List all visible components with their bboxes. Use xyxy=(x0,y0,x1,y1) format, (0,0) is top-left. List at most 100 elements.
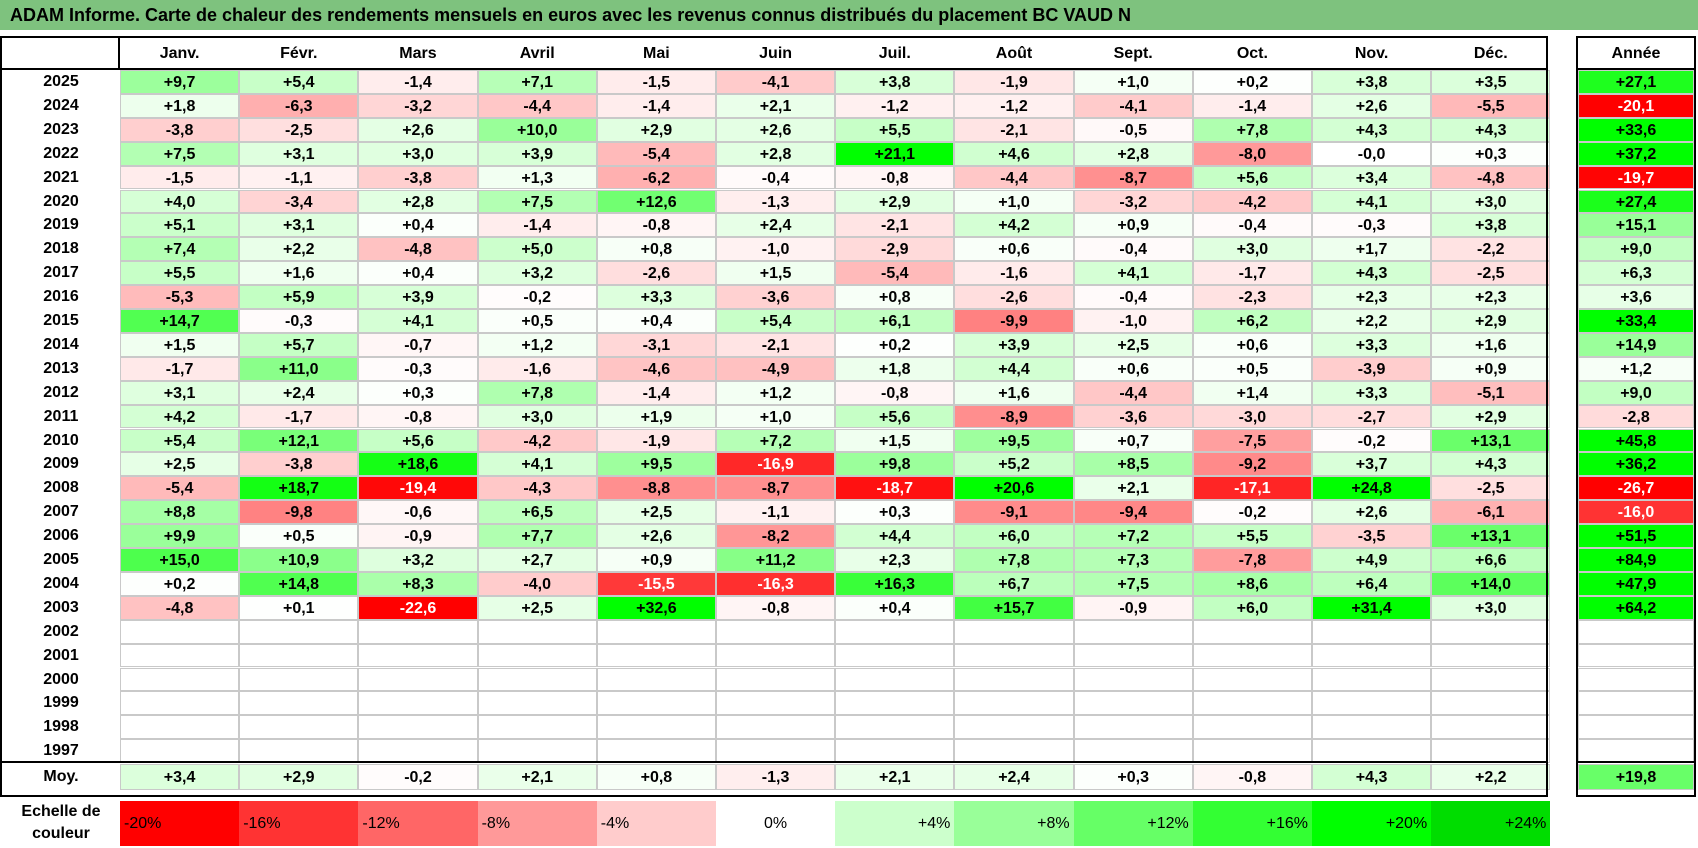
year-label: 2004 xyxy=(43,574,79,592)
color-scale-swatch: +12% xyxy=(1073,801,1193,846)
average-cell: +2,4 xyxy=(954,764,1074,790)
heatmap-cell: +0,3 xyxy=(835,500,955,525)
heatmap-cell: -3,9 xyxy=(1312,356,1432,381)
heatmap-cell: +0,6 xyxy=(1073,356,1193,381)
heatmap-cell: +2,6 xyxy=(716,117,836,142)
heatmap-cell: +6,0 xyxy=(954,524,1074,548)
heatmap-cell xyxy=(596,739,716,764)
heatmap-cell xyxy=(954,739,1074,764)
annual-average-separator xyxy=(1576,761,1696,763)
heatmap-cell: -9,2 xyxy=(1192,452,1312,477)
heatmap-cell: -1,5 xyxy=(596,70,716,94)
heatmap-cell: +2,3 xyxy=(835,548,955,572)
heatmap-cell: -8,0 xyxy=(1192,141,1312,166)
heatmap-cell: +1,2 xyxy=(477,332,597,357)
heatmap-cell xyxy=(1073,667,1193,692)
heatmap-cell: -0,3 xyxy=(358,356,478,381)
heatmap-cell: -19,4 xyxy=(358,476,478,501)
heatmap-cell: -1,2 xyxy=(835,93,955,118)
heatmap-cell xyxy=(596,715,716,740)
header-year-divider xyxy=(118,36,120,70)
heatmap-cell: +4,3 xyxy=(1431,452,1551,477)
color-scale-swatch: -20% xyxy=(120,801,240,846)
color-scale-swatch: -16% xyxy=(239,801,359,846)
annual-cell: -2,8 xyxy=(1578,404,1694,429)
heatmap-cell: +6,4 xyxy=(1312,571,1432,596)
annual-cell: +14,9 xyxy=(1578,332,1694,357)
heatmap-cell: +2,3 xyxy=(1431,285,1551,309)
heatmap-cell: -8,9 xyxy=(954,404,1074,429)
heatmap-cell: -9,9 xyxy=(954,309,1074,333)
annual-cell: +27,4 xyxy=(1578,189,1694,214)
color-scale-swatch: 0% xyxy=(716,801,836,846)
heatmap-cell: +3,4 xyxy=(1312,165,1432,190)
heatmap-cell: +2,8 xyxy=(1073,141,1193,166)
heatmap-cell: +7,8 xyxy=(954,548,1074,572)
heatmap-cell: +0,6 xyxy=(954,237,1074,262)
heatmap-cell: +0,2 xyxy=(1192,70,1312,94)
heatmap-cell: -1,4 xyxy=(358,70,478,94)
annual-cell: +36,2 xyxy=(1578,452,1694,477)
heatmap-cell: +3,3 xyxy=(1312,380,1432,405)
month-header: Mai xyxy=(643,45,670,62)
heatmap-cell: -0,4 xyxy=(716,165,836,190)
heatmap-cell: +4,3 xyxy=(1312,117,1432,142)
annual-cell: -16,0 xyxy=(1578,500,1694,525)
heatmap-cell: +24,8 xyxy=(1312,476,1432,501)
average-cell: +4,3 xyxy=(1312,764,1432,790)
heatmap-cell: +1,3 xyxy=(477,165,597,190)
heatmap-cell: -1,7 xyxy=(120,356,240,381)
heatmap-cell: +1,5 xyxy=(835,428,955,453)
heatmap-cell: +2,4 xyxy=(716,213,836,238)
color-scale-swatch: -12% xyxy=(358,801,478,846)
heatmap-cell: -3,5 xyxy=(1312,524,1432,548)
heatmap-cell: +15,7 xyxy=(954,595,1074,620)
heatmap-cell: +4,1 xyxy=(477,452,597,477)
heatmap-cell: +1,8 xyxy=(835,356,955,381)
heatmap-cell: +6,1 xyxy=(835,309,955,333)
heatmap-cell xyxy=(477,691,597,716)
heatmap-cell: +18,7 xyxy=(239,476,359,501)
heatmap-cell: -0,2 xyxy=(1192,500,1312,525)
heatmap-cell: -3,0 xyxy=(1192,404,1312,429)
heatmap-cell: -0,8 xyxy=(716,595,836,620)
heatmap-cell: -3,6 xyxy=(1073,404,1193,429)
heatmap-cell: +3,3 xyxy=(596,285,716,309)
heatmap-cell xyxy=(1312,691,1432,716)
heatmap-cell: +1,0 xyxy=(1073,70,1193,94)
heatmap-cell: +1,2 xyxy=(716,380,836,405)
color-scale-label: Echelle de couleur xyxy=(2,801,120,846)
annual-cell: -26,7 xyxy=(1578,476,1694,501)
heatmap-cell: -9,8 xyxy=(239,500,359,525)
heatmap-cell: +1,4 xyxy=(1192,380,1312,405)
heatmap-cell: +10,9 xyxy=(239,548,359,572)
heatmap-cell: +3,1 xyxy=(120,380,240,405)
heatmap-cell xyxy=(120,667,240,692)
heatmap-cell: +2,9 xyxy=(596,117,716,142)
heatmap-cell: +15,0 xyxy=(120,548,240,572)
heatmap-cell: +0,9 xyxy=(596,548,716,572)
heatmap-cell: +4,1 xyxy=(1312,189,1432,214)
heatmap-cell: -3,8 xyxy=(120,117,240,142)
annual-cell: -19,7 xyxy=(1578,165,1694,190)
heatmap-cell: +3,2 xyxy=(358,548,478,572)
heatmap-cell xyxy=(1431,715,1551,740)
heatmap-cell: -18,7 xyxy=(835,476,955,501)
heatmap-cell: +3,9 xyxy=(954,332,1074,357)
heatmap-cell xyxy=(1312,643,1432,668)
heatmap-cell: +4,4 xyxy=(835,524,955,548)
heatmap-cell xyxy=(1192,715,1312,740)
heatmap-cell: -8,7 xyxy=(1073,165,1193,190)
heatmap-cell: -15,5 xyxy=(596,571,716,596)
heatmap-cell: +11,2 xyxy=(716,548,836,572)
heatmap-cell: +8,6 xyxy=(1192,571,1312,596)
annual-cell xyxy=(1578,619,1694,644)
heatmap-cell: +0,3 xyxy=(358,380,478,405)
year-label: 2022 xyxy=(43,144,79,162)
heatmap-cell: -2,2 xyxy=(1431,237,1551,262)
heatmap-cell: +7,7 xyxy=(477,524,597,548)
heatmap-cell: -8,2 xyxy=(716,524,836,548)
heatmap-cell: +3,1 xyxy=(239,213,359,238)
heatmap-cell: -0,3 xyxy=(1312,213,1432,238)
